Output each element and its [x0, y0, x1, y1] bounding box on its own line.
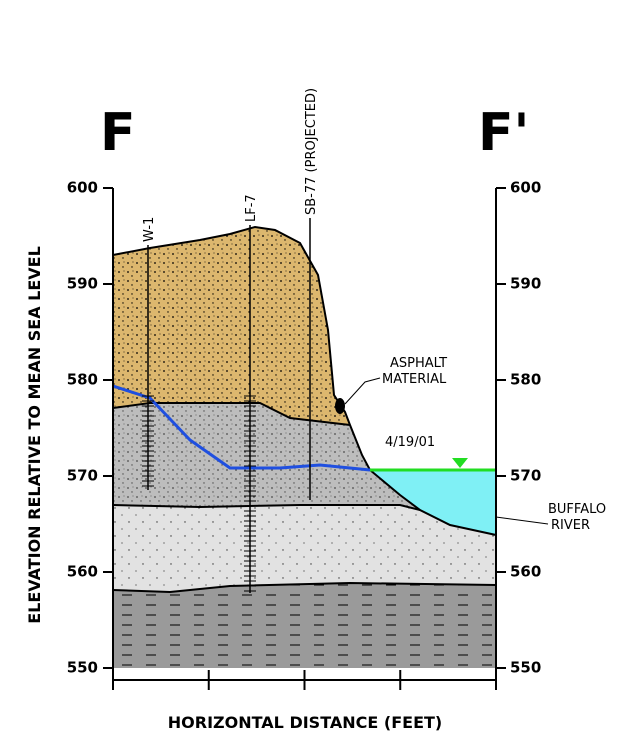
y-tick-label: 560: [67, 563, 98, 581]
y-ticks: 600 600 590 590 580 580 570 570 560 560 550 550: [67, 179, 542, 677]
annotation: BUFFALO: [548, 502, 606, 517]
y-tick-label: 570: [510, 467, 541, 485]
silt-pattern: [113, 505, 496, 592]
y-tick-label: 550: [510, 659, 541, 677]
y-tick-label: 600: [510, 179, 541, 197]
fill-pattern: [113, 227, 350, 425]
leader: [495, 516, 549, 525]
water-marker: [452, 458, 468, 468]
leader: [344, 377, 381, 405]
asphalt: [335, 398, 345, 414]
right-title: F': [478, 103, 529, 163]
well-label: W-1: [142, 217, 157, 242]
y-tick-label: 590: [510, 275, 541, 293]
river-water: [370, 470, 496, 535]
annotation: RIVER: [551, 518, 590, 533]
y-axis-label: ELEVATION RELATIVE TO MEAN SEA LEVEL: [25, 246, 44, 624]
well-label: LF-7: [244, 194, 259, 222]
y-tick-label: 590: [67, 275, 98, 293]
y-tick-label: 550: [67, 659, 98, 677]
annotation: MATERIAL: [382, 372, 447, 387]
well-label: SB-77 (PROJECTED): [304, 88, 319, 215]
layers: [112, 225, 497, 668]
annotation: ASPHALT: [390, 356, 447, 371]
wells: [147, 218, 311, 593]
y-tick-label: 560: [510, 563, 541, 581]
y-tick-label: 570: [67, 467, 98, 485]
water-table: [112, 384, 371, 472]
y-tick-label: 580: [510, 371, 541, 389]
y-tick-label: 580: [67, 371, 98, 389]
sand-pattern: [113, 403, 420, 510]
x-axis-label: HORIZONTAL DISTANCE (FEET): [168, 713, 442, 732]
well-screens: [142, 395, 256, 592]
left-title: F: [100, 103, 136, 163]
clay-pattern: [113, 583, 496, 668]
x-ticks: [112, 670, 497, 690]
y-tick-label: 600: [67, 179, 98, 197]
annotation: 4/19/01: [385, 435, 435, 450]
